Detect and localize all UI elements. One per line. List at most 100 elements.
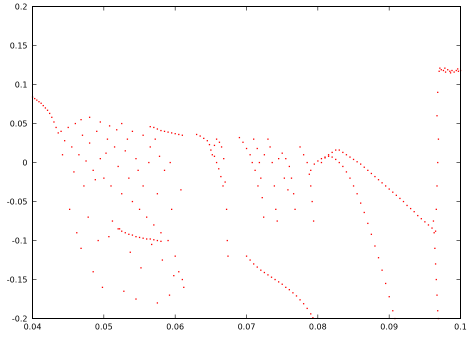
- data-point: [287, 189, 289, 191]
- data-point: [96, 130, 98, 132]
- y-tick-label: 0: [22, 159, 27, 168]
- data-point: [88, 142, 91, 144]
- data-point: [123, 290, 125, 292]
- data-point: [73, 171, 75, 173]
- data-point: [131, 234, 134, 236]
- data-point: [432, 220, 435, 222]
- data-point: [121, 122, 123, 125]
- data-point: [88, 116, 91, 118]
- data-point: [406, 204, 408, 207]
- data-point: [99, 158, 101, 160]
- data-point: [118, 228, 121, 230]
- data-point: [249, 154, 251, 156]
- data-point: [434, 263, 437, 265]
- data-point: [342, 151, 344, 154]
- data-point: [417, 214, 419, 217]
- data-point: [433, 232, 435, 234]
- data-point: [427, 224, 430, 226]
- data-point: [210, 149, 212, 151]
- data-point: [174, 255, 176, 257]
- data-point: [124, 232, 126, 234]
- data-point: [116, 129, 118, 131]
- data-point: [436, 294, 438, 296]
- data-point: [149, 146, 151, 148]
- data-point: [146, 238, 148, 240]
- data-point: [92, 169, 94, 171]
- data-point: [61, 154, 64, 156]
- data-point: [360, 163, 362, 165]
- data-point: [381, 269, 383, 271]
- data-point: [356, 161, 358, 163]
- data-point: [128, 233, 130, 235]
- data-point: [267, 274, 269, 276]
- data-point: [106, 138, 109, 140]
- data-point: [174, 133, 176, 135]
- data-point: [377, 179, 380, 181]
- data-point: [113, 146, 116, 148]
- data-point: [258, 161, 261, 164]
- data-point: [324, 157, 326, 159]
- data-point: [206, 140, 208, 142]
- tick-layer: [32, 6, 461, 319]
- data-point: [121, 193, 123, 195]
- x-tick-label: 0.06: [166, 323, 184, 332]
- data-point: [327, 154, 330, 156]
- data-point: [208, 143, 211, 146]
- data-point: [251, 161, 253, 164]
- data-point: [455, 69, 457, 72]
- data-point: [183, 286, 185, 288]
- data-point: [363, 166, 365, 168]
- data-point: [173, 275, 175, 277]
- data-point: [131, 200, 134, 203]
- y-tick-label: -0.15: [7, 276, 28, 285]
- data-point: [254, 169, 256, 171]
- data-point: [44, 107, 47, 109]
- data-point: [99, 121, 101, 123]
- data-point: [215, 161, 218, 164]
- data-point: [227, 255, 229, 257]
- data-point: [154, 138, 156, 140]
- data-point: [299, 299, 301, 301]
- data-point: [302, 303, 305, 305]
- data-point: [299, 146, 301, 148]
- data-point: [181, 134, 183, 136]
- data-point: [367, 169, 369, 171]
- data-point: [374, 245, 376, 247]
- y-tick-label: -0.2: [12, 315, 28, 324]
- data-point: [285, 158, 287, 160]
- data-point: [224, 181, 226, 183]
- data-point: [253, 263, 255, 265]
- data-point: [256, 147, 258, 150]
- data-point: [273, 185, 276, 187]
- data-point: [263, 154, 266, 156]
- data-point: [331, 156, 333, 158]
- data-point: [449, 72, 452, 74]
- data-point: [275, 208, 277, 210]
- data-point: [180, 189, 182, 191]
- data-point: [163, 169, 166, 171]
- data-point: [129, 251, 131, 253]
- data-point: [36, 99, 38, 101]
- data-point: [424, 221, 426, 223]
- data-point: [306, 307, 308, 310]
- data-point: [218, 141, 221, 143]
- data-point: [138, 236, 141, 239]
- data-point: [370, 172, 373, 175]
- data-point: [342, 165, 344, 168]
- data-point: [439, 67, 441, 69]
- data-point: [302, 154, 305, 156]
- data-point: [310, 169, 312, 171]
- y-tick-label: 0.15: [10, 42, 28, 51]
- data-point: [110, 185, 112, 187]
- data-point: [226, 239, 228, 242]
- data-point: [292, 193, 295, 195]
- data-point: [40, 102, 42, 104]
- data-point: [271, 161, 273, 164]
- data-point: [338, 161, 340, 164]
- data-point: [111, 220, 114, 222]
- data-point: [457, 68, 459, 70]
- data-point: [142, 185, 144, 187]
- data-point: [352, 185, 355, 187]
- data-point: [434, 230, 437, 232]
- data-point: [453, 71, 455, 73]
